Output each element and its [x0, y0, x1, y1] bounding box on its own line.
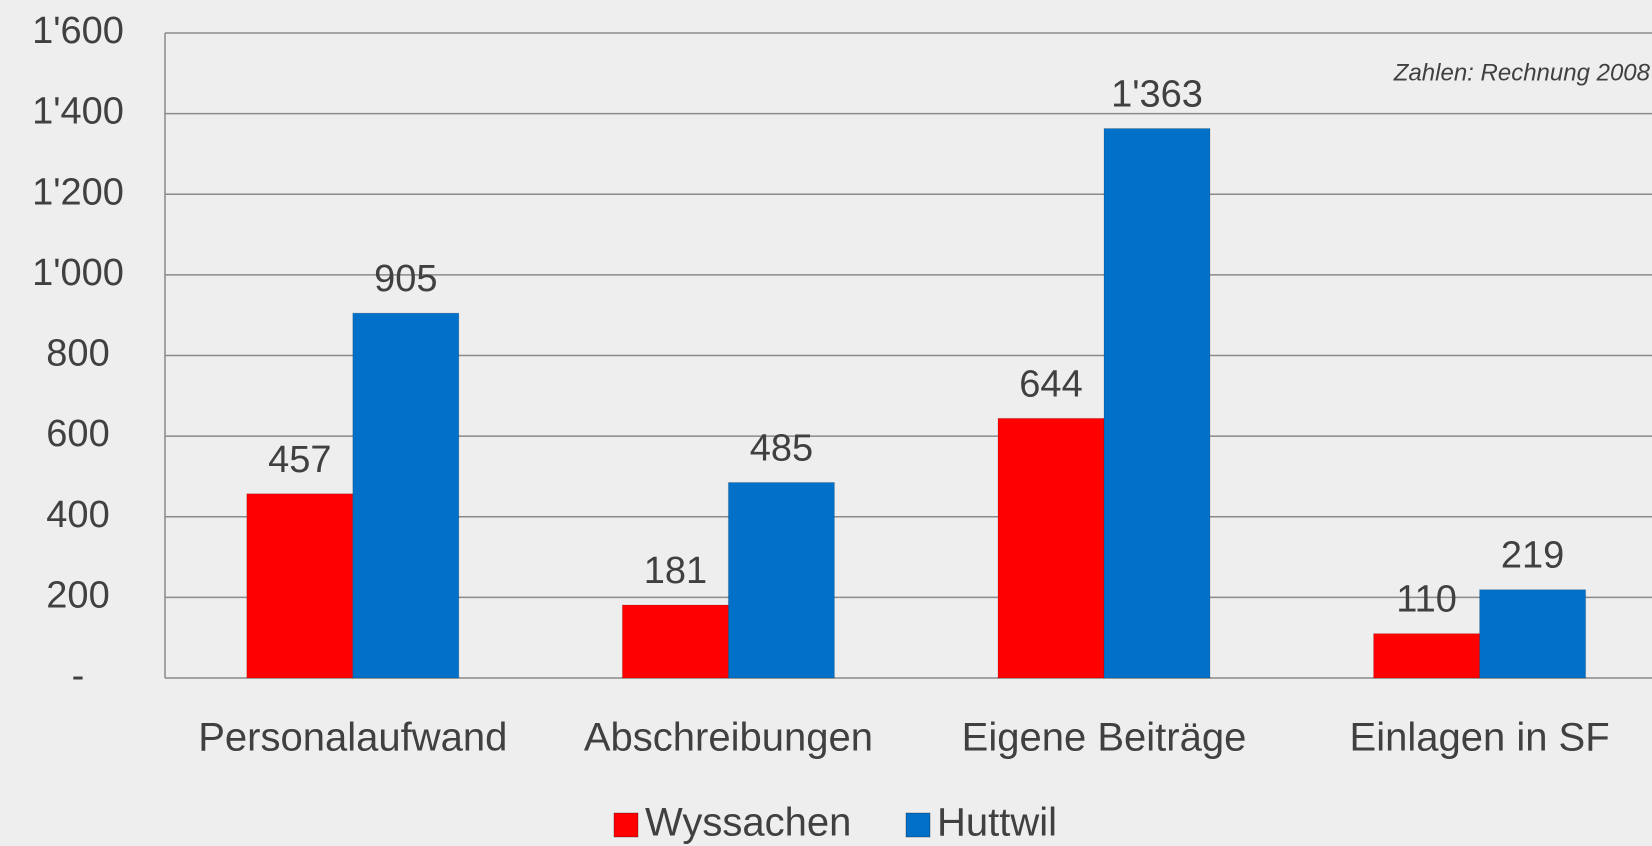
legend-swatch — [613, 812, 639, 838]
legend-swatch — [905, 812, 931, 838]
y-tick-label: 1'000 — [32, 252, 124, 294]
data-label: 181 — [644, 550, 707, 592]
y-tick-label: 200 — [46, 574, 109, 616]
data-label: 485 — [750, 428, 813, 470]
y-tick-label: 1'600 — [32, 10, 124, 52]
y-tick-label: 400 — [46, 494, 109, 536]
data-label: 644 — [1019, 363, 1082, 405]
bar — [1479, 589, 1587, 679]
legend-label: Wyssachen — [645, 801, 851, 845]
x-tick-label: Einlagen in SF — [1350, 716, 1610, 760]
bar — [727, 481, 835, 679]
data-label: 219 — [1501, 535, 1564, 577]
bar — [1373, 633, 1481, 679]
legend-label: Huttwil — [937, 801, 1057, 845]
y-tick-label: - — [72, 655, 85, 697]
y-tick-label: 1'200 — [32, 171, 124, 213]
bar — [1103, 128, 1211, 679]
bar — [997, 417, 1105, 679]
annotation: Zahlen: Rechnung 2008 — [1393, 59, 1651, 86]
data-label: 1'363 — [1111, 74, 1203, 116]
x-tick-label: Abschreibungen — [584, 716, 873, 760]
y-tick-label: 800 — [46, 333, 109, 375]
bar — [621, 604, 729, 679]
data-label: 457 — [268, 439, 331, 481]
x-tick-label: Eigene Beiträge — [962, 716, 1247, 760]
data-label: 905 — [374, 258, 437, 300]
y-tick-label: 600 — [46, 413, 109, 455]
data-label: 110 — [1396, 579, 1457, 621]
bar — [246, 493, 354, 679]
bar — [352, 312, 460, 679]
y-tick-label: 1'400 — [32, 91, 124, 133]
x-tick-label: Personalaufwand — [198, 716, 507, 760]
